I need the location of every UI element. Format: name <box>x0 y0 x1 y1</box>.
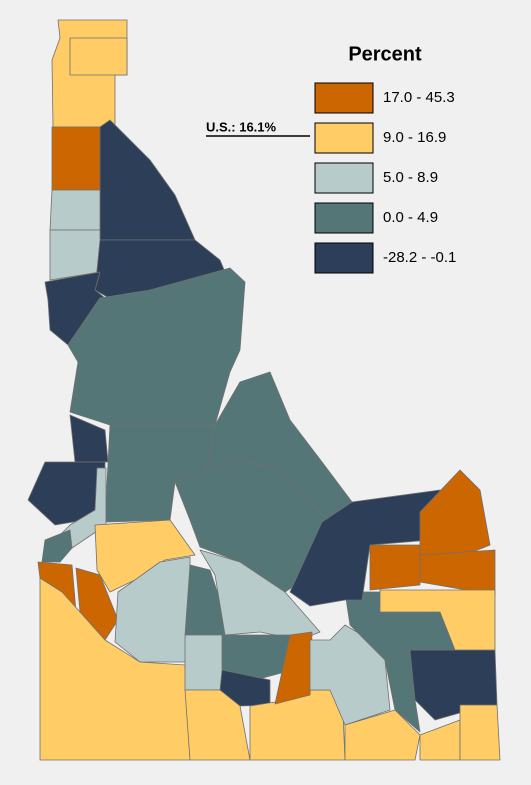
legend-label: 0.0 - 4.9 <box>383 209 438 226</box>
legend-swatch <box>314 242 374 274</box>
county <box>75 567 119 641</box>
county <box>459 704 501 761</box>
county <box>39 577 191 761</box>
county <box>67 267 246 426</box>
legend-label: 5.0 - 8.9 <box>383 169 438 186</box>
county <box>41 529 73 563</box>
legend-title: Percent <box>348 43 422 65</box>
county <box>419 549 496 596</box>
county <box>309 624 391 726</box>
legend-label: 17.0 - 45.3 <box>383 89 455 106</box>
legend-label: -28.2 - -0.1 <box>383 249 456 266</box>
county <box>69 37 128 76</box>
county <box>379 589 496 651</box>
legend-swatch <box>314 162 374 194</box>
legend: Percent 17.0 - 45.3 9.0 - 16.9 5.0 - 8.9 0.… <box>314 43 456 274</box>
county <box>369 544 421 591</box>
county <box>184 689 251 761</box>
county <box>51 126 101 191</box>
legend-swatch <box>314 82 374 114</box>
county <box>419 469 491 556</box>
legend-label: 9.0 - 16.9 <box>383 129 446 146</box>
county <box>49 229 101 281</box>
county <box>274 631 313 705</box>
county <box>49 189 101 231</box>
us-marker-label: U.S.: 16.1% <box>206 119 277 134</box>
county <box>184 634 226 691</box>
county <box>99 119 196 241</box>
legend-swatch <box>314 122 374 154</box>
county <box>344 709 421 761</box>
county-layer <box>27 19 501 761</box>
county <box>419 719 461 761</box>
legend-swatch <box>314 202 374 234</box>
